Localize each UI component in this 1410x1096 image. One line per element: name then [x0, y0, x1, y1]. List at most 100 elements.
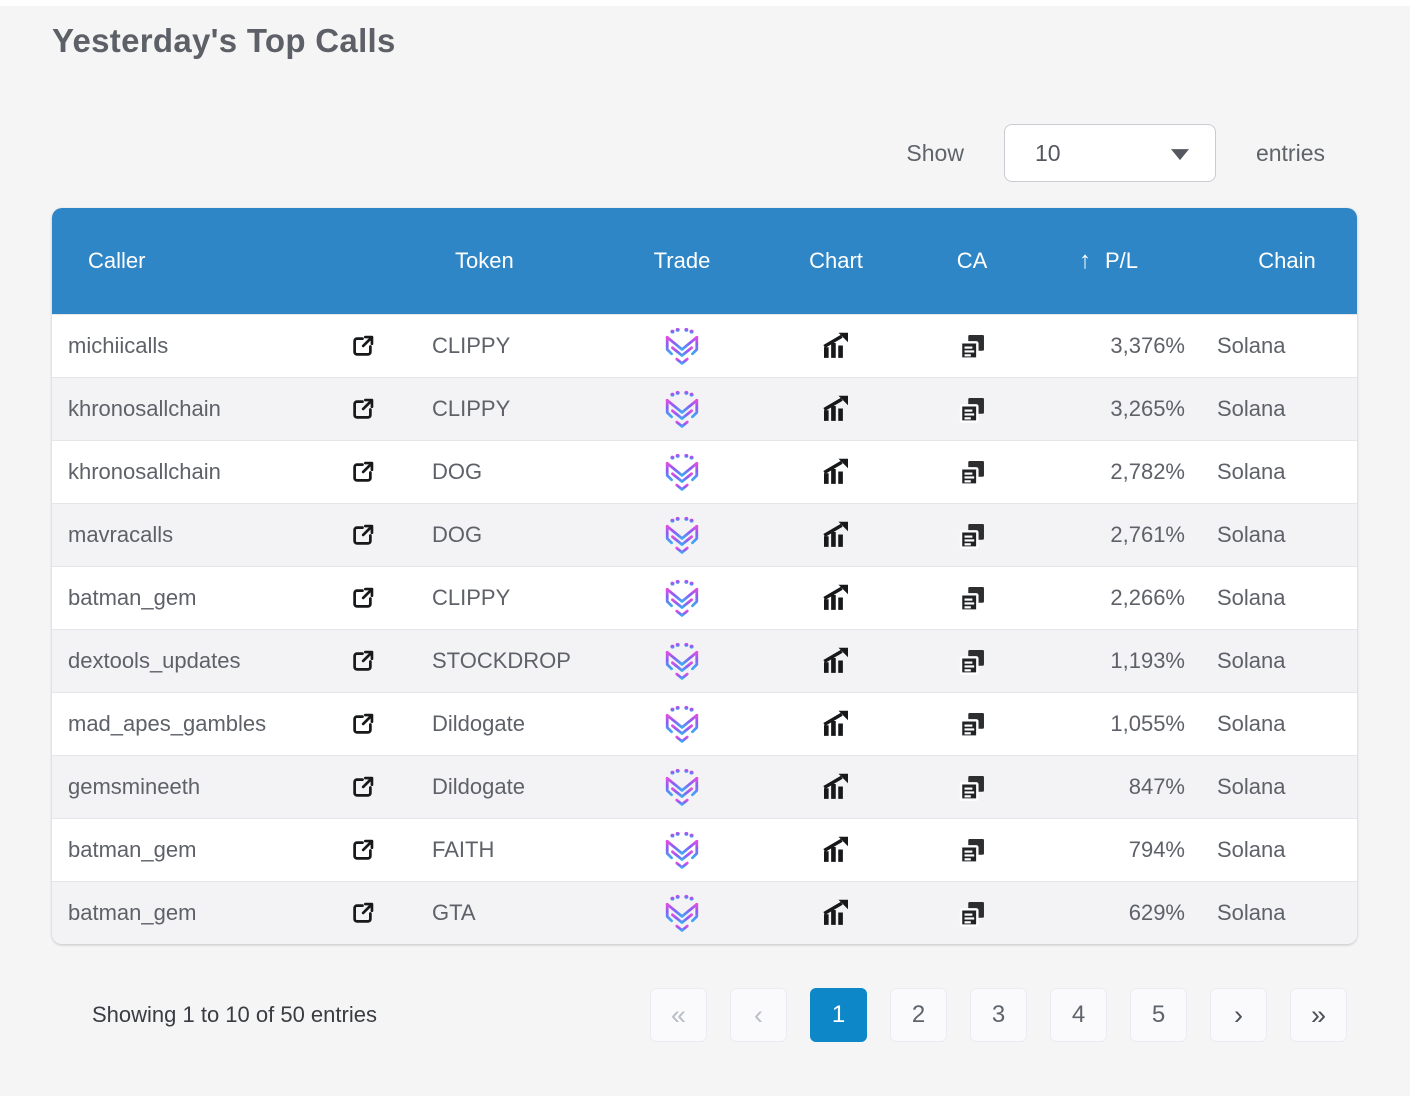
pl-value: 2,266%: [1110, 585, 1185, 610]
chain-name: Solana: [1217, 837, 1286, 862]
price-chart-icon[interactable]: [821, 331, 851, 361]
column-header-pl[interactable]: ↑ P/L: [1024, 248, 1193, 274]
chain-name: Solana: [1217, 648, 1286, 673]
entries-label: entries: [1255, 139, 1325, 166]
copy-contract-icon[interactable]: [958, 710, 987, 739]
maestro-bot-icon[interactable]: [661, 641, 703, 681]
pl-value: 629%: [1128, 900, 1185, 925]
table-row: batman_gem GTA: [52, 881, 1357, 944]
table-row: michiicalls CLIPPY: [52, 314, 1357, 377]
open-in-new-icon[interactable]: [349, 522, 376, 549]
column-header-token[interactable]: Token: [455, 248, 514, 273]
last-page-button[interactable]: »: [1290, 988, 1347, 1042]
price-chart-icon[interactable]: [821, 583, 851, 613]
token-name: STOCKDROP: [432, 648, 571, 673]
pl-value: 847%: [1128, 774, 1185, 799]
caller-name: khronosallchain: [68, 396, 221, 421]
token-name: GTA: [432, 900, 476, 925]
copy-contract-icon[interactable]: [958, 395, 987, 424]
price-chart-icon[interactable]: [821, 520, 851, 550]
page-button-1[interactable]: 1: [810, 988, 867, 1042]
maestro-bot-icon[interactable]: [661, 893, 703, 933]
price-chart-icon[interactable]: [821, 457, 851, 487]
open-in-new-icon[interactable]: [349, 900, 376, 927]
column-header-chain[interactable]: Chain: [1258, 248, 1316, 273]
table-row: gemsmineeth Dildogate: [52, 755, 1357, 818]
pl-value: 1,055%: [1110, 711, 1185, 736]
open-in-new-icon[interactable]: [349, 459, 376, 486]
token-name: DOG: [432, 522, 483, 547]
pl-value: 3,265%: [1110, 396, 1185, 421]
pl-value: 2,782%: [1110, 459, 1185, 484]
price-chart-icon[interactable]: [821, 835, 851, 865]
maestro-bot-icon[interactable]: [661, 830, 703, 870]
previous-page-button[interactable]: ‹: [730, 988, 787, 1042]
copy-contract-icon[interactable]: [958, 458, 987, 487]
chain-name: Solana: [1217, 459, 1286, 484]
copy-contract-icon[interactable]: [958, 836, 987, 865]
maestro-bot-icon[interactable]: [661, 389, 703, 429]
chain-name: Solana: [1217, 522, 1286, 547]
open-in-new-icon[interactable]: [349, 648, 376, 675]
maestro-bot-icon[interactable]: [661, 515, 703, 555]
column-header-chart[interactable]: Chart: [809, 248, 863, 273]
maestro-bot-icon[interactable]: [661, 452, 703, 492]
price-chart-icon[interactable]: [821, 772, 851, 802]
first-page-button[interactable]: «: [650, 988, 707, 1042]
table-row: dextools_updates STOCKDROP: [52, 629, 1357, 692]
maestro-bot-icon[interactable]: [661, 578, 703, 618]
page-size-select[interactable]: 10: [1003, 124, 1216, 182]
page-button-5[interactable]: 5: [1130, 988, 1187, 1042]
open-in-new-icon[interactable]: [349, 837, 376, 864]
maestro-bot-icon[interactable]: [661, 767, 703, 807]
open-in-new-icon[interactable]: [349, 774, 376, 801]
token-name: CLIPPY: [432, 585, 511, 610]
page-size-value: 10: [1034, 139, 1061, 166]
maestro-bot-icon[interactable]: [661, 326, 703, 366]
table-row: mad_apes_gambles Dildogate: [52, 692, 1357, 755]
page-button-3[interactable]: 3: [970, 988, 1027, 1042]
next-page-button[interactable]: ›: [1210, 988, 1267, 1042]
table-row: batman_gem FAITH: [52, 818, 1357, 881]
chain-name: Solana: [1217, 900, 1286, 925]
copy-contract-icon[interactable]: [958, 584, 987, 613]
column-header-caller[interactable]: Caller: [88, 248, 146, 273]
open-in-new-icon[interactable]: [349, 711, 376, 738]
price-chart-icon[interactable]: [821, 646, 851, 676]
table-row: batman_gem CLIPPY: [52, 566, 1357, 629]
page-button-2[interactable]: 2: [890, 988, 947, 1042]
column-header-trade[interactable]: Trade: [653, 248, 711, 273]
column-header-ca[interactable]: CA: [956, 248, 988, 273]
price-chart-icon[interactable]: [821, 394, 851, 424]
column-header-pl-label: P/L: [1104, 248, 1139, 273]
pl-value: 1,193%: [1110, 648, 1185, 673]
table-header: Caller Token Trade Chart CA ↑ P/L Chain: [52, 208, 1357, 314]
copy-contract-icon[interactable]: [958, 521, 987, 550]
table-footer: Showing 1 to 10 of 50 entries « ‹ 1 2 3 …: [92, 988, 1347, 1042]
caller-name: batman_gem: [68, 837, 197, 862]
price-chart-icon[interactable]: [821, 709, 851, 739]
open-in-new-icon[interactable]: [349, 333, 376, 360]
maestro-bot-icon[interactable]: [661, 704, 703, 744]
table-row: khronosallchain DOG: [52, 440, 1357, 503]
table-row: mavracalls DOG: [52, 503, 1357, 566]
top-calls-table: Caller Token Trade Chart CA ↑ P/L Chain …: [52, 208, 1357, 944]
page-button-4[interactable]: 4: [1050, 988, 1107, 1042]
copy-contract-icon[interactable]: [958, 773, 987, 802]
pl-value: 2,761%: [1110, 522, 1185, 547]
caller-name: khronosallchain: [68, 459, 221, 484]
open-in-new-icon[interactable]: [349, 585, 376, 612]
chevron-down-icon: [1170, 149, 1189, 161]
caller-name: mad_apes_gambles: [68, 711, 267, 736]
price-chart-icon[interactable]: [821, 898, 851, 928]
entries-summary: Showing 1 to 10 of 50 entries: [92, 1002, 377, 1027]
copy-contract-icon[interactable]: [958, 332, 987, 361]
caller-name: mavracalls: [68, 522, 174, 547]
caller-name: gemsmineeth: [68, 774, 201, 799]
page-size-controls: Show 10 entries: [0, 124, 1325, 182]
page-title: Yesterday's Top Calls: [52, 22, 396, 59]
copy-contract-icon[interactable]: [958, 899, 987, 928]
pagination: « ‹ 1 2 3 4 5 › »: [650, 988, 1347, 1042]
copy-contract-icon[interactable]: [958, 647, 987, 676]
open-in-new-icon[interactable]: [349, 396, 376, 423]
